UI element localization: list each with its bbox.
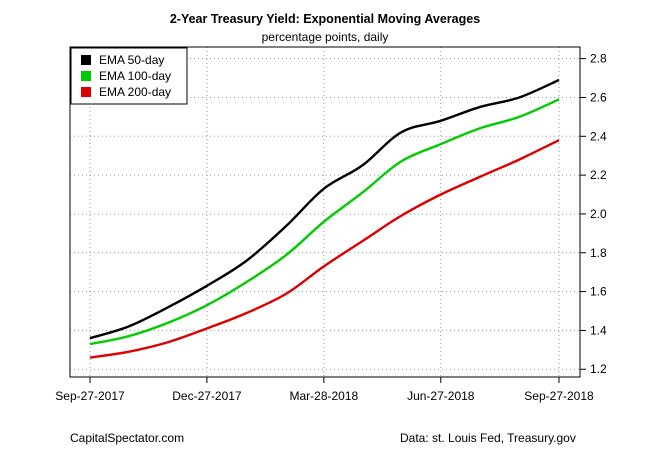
legend-swatch-ema-200-day <box>81 87 91 97</box>
y-tick-label: 2.2 <box>590 168 607 182</box>
source-credit: CapitalSpectator.com <box>70 431 185 445</box>
chart-title: 2-Year Treasury Yield: Exponential Movin… <box>169 12 481 26</box>
legend-label-ema-50-day: EMA 50-day <box>99 53 164 67</box>
axis-layer: 1.2 1.4 1.6 1.8 2.0 2.2 2.4 2.6 2.8 Sep-27-2017 De… <box>55 52 607 403</box>
legend-label-ema-100-day: EMA 100-day <box>99 69 171 83</box>
series-layer <box>89 78 560 359</box>
y-tick-label: 2.8 <box>590 52 607 66</box>
y-tick-label: 1.2 <box>590 362 607 376</box>
legend: EMA 50-day EMA 100-day EMA 200-day <box>70 47 188 105</box>
legend-label-ema-200-day: EMA 200-day <box>99 85 171 99</box>
y-tick-label: 1.4 <box>590 323 607 337</box>
x-tick-label: Dec-27-2017 <box>172 389 242 403</box>
x-tick-label: Sep-27-2017 <box>55 389 125 403</box>
chart-subtitle: percentage points, daily <box>261 30 389 44</box>
y-tick-label: 1.8 <box>590 246 607 260</box>
y-tick-label: 1.6 <box>590 285 607 299</box>
y-tick-label: 2.4 <box>590 129 607 143</box>
x-tick-label: Sep-27-2018 <box>524 389 594 403</box>
y-tick-label: 2.6 <box>590 90 607 104</box>
plot-frame <box>69 46 581 378</box>
x-tick-label: Mar-28-2018 <box>290 389 359 403</box>
data-source-note: Data: st. Louis Fed, Treasury.gov <box>400 431 576 445</box>
y-tick-label: 2.0 <box>590 207 607 221</box>
x-tick-label: Jun-27-2018 <box>407 389 475 403</box>
series-line-ema-100-day <box>89 98 560 346</box>
legend-swatch-ema-100-day <box>81 71 91 81</box>
series-line-ema-200-day <box>89 139 560 359</box>
series-line-ema-50-day <box>89 78 560 340</box>
legend-swatch-ema-50-day <box>81 55 91 65</box>
